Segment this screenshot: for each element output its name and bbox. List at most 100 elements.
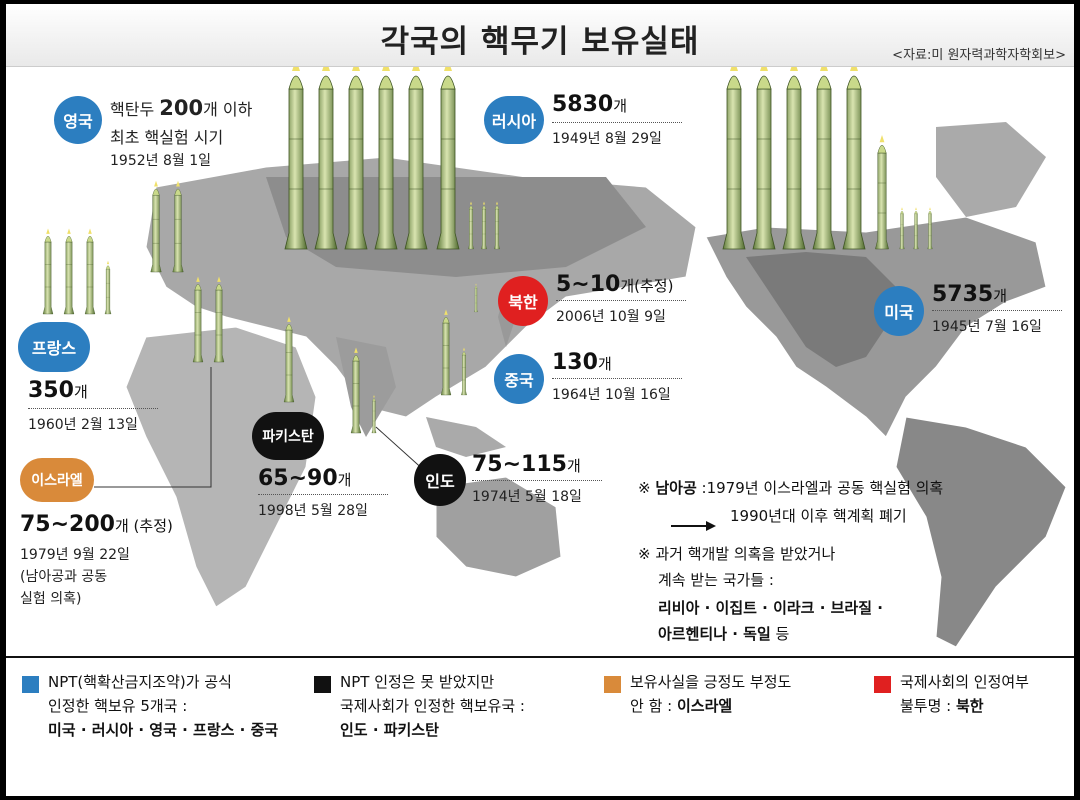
past-note-line3: 리비아 · 이집트 · 이라크 · 브라질 · — [658, 599, 883, 617]
legend-red-line2-prefix: 불투명 : — [900, 697, 956, 715]
northkorea-unit: 개(추정) — [620, 277, 674, 295]
title-bar: 각국의 핵무기 보유실태 <자료:미 원자력과학자학회보> — [6, 4, 1074, 67]
legend-blue-line2: 인정한 핵보유 5개국 : — [48, 697, 188, 715]
israel-note2: 실험 의혹) — [20, 591, 82, 607]
africa-shape — [125, 326, 317, 608]
legend-orange-text: 보유사실을 긍정도 부정도 안 함 : 이스라엘 — [630, 670, 791, 718]
russia-count-line: 5830개 — [552, 92, 627, 117]
badge-israel: 이스라엘 — [20, 458, 94, 502]
northkorea-count: 5~10 — [556, 272, 621, 297]
badge-china: 중국 — [494, 354, 544, 404]
past-line1: 과거 핵개발 의혹을 받았거나 — [655, 545, 836, 563]
china-date: 1964년 10월 16일 — [552, 387, 671, 403]
badge-france: 프랑스 — [18, 322, 90, 372]
usa-date: 1945년 7월 16일 — [932, 319, 1042, 335]
france-date: 1960년 2월 13일 — [28, 417, 138, 433]
legend-black-line2: 국제사회가 인정한 핵보유국 : — [340, 697, 525, 715]
legend-black-text: NPT 인정은 못 받았지만 국제사회가 인정한 핵보유국 : 인도 · 파키스… — [340, 670, 525, 742]
usa-unit: 개 — [993, 287, 1008, 305]
badge-india: 인도 — [414, 454, 466, 506]
pakistan-date: 1998년 5월 28일 — [258, 503, 368, 519]
india-date: 1974년 5월 18일 — [472, 489, 582, 505]
russia-count: 5830 — [552, 92, 614, 117]
china-count: 130 — [552, 350, 598, 375]
south-america-shape — [895, 416, 1067, 648]
world-map — [6, 67, 1074, 656]
india-count: 75~115 — [472, 452, 567, 477]
india-count-line: 75~115개 — [472, 452, 581, 477]
israel-date: 1979년 9월 22일 — [20, 547, 130, 563]
source-note: <자료:미 원자력과학자학회보> — [892, 48, 1066, 63]
india-underline — [472, 480, 602, 481]
northkorea-underline — [556, 300, 686, 301]
badge-northkorea: 북한 — [498, 276, 548, 326]
uk-line1-prefix: 핵탄두 — [110, 100, 160, 119]
china-count-line: 130개 — [552, 350, 612, 375]
legend-blue-text: NPT(핵확산금지조약)가 공식 인정한 핵보유 5개국 : 미국 · 러시아 … — [48, 670, 278, 742]
legend-swatch-black — [314, 676, 331, 693]
northkorea-date: 2006년 10월 9일 — [556, 309, 666, 325]
legend-swatch-red — [874, 676, 891, 693]
france-count: 350 — [28, 378, 74, 403]
australia-shape — [435, 476, 562, 578]
past-note-line4: 아르헨티나 · 독일 등 — [658, 622, 789, 646]
past-line4-bold: 아르헨티나 · 독일 — [658, 625, 771, 643]
south-africa-arrow-note: 1990년대 이후 핵계획 폐기 — [730, 507, 907, 525]
legend-orange-line2-bold: 이스라엘 — [676, 697, 733, 715]
legend-swatch-blue — [22, 676, 39, 693]
badge-pakistan: 파키스탄 — [252, 412, 324, 460]
legend-blue-line3: 미국 · 러시아 · 영국 · 프랑스 · 중국 — [48, 721, 279, 739]
past-note-line1: ※ 과거 핵개발 의혹을 받았거나 — [638, 542, 835, 566]
legend: NPT(핵확산금지조약)가 공식 인정한 핵보유 5개국 : 미국 · 러시아 … — [6, 656, 1074, 796]
india-unit: 개 — [566, 457, 581, 475]
israel-unit: 개 (추정) — [114, 517, 173, 535]
pakistan-count: 65~90 — [258, 466, 338, 491]
legend-red-line1: 국제사회의 인정여부 — [900, 673, 1029, 691]
northkorea-count-line: 5~10개(추정) — [556, 272, 673, 297]
legend-blue-line1: NPT(핵확산금지조약)가 공식 — [48, 673, 232, 691]
sa-text: :1979년 이스라엘과 공동 핵실험 의혹 — [696, 479, 944, 497]
pakistan-count-line: 65~90개 — [258, 466, 351, 491]
legend-red-line2-bold: 북한 — [956, 697, 984, 715]
usa-count: 5735 — [932, 282, 994, 307]
china-underline — [552, 378, 682, 379]
uk-line1: 핵탄두 200개 이하 — [110, 96, 252, 120]
legend-orange-line2-prefix: 안 함 : — [630, 697, 677, 715]
sa-mark: ※ — [638, 479, 651, 497]
france-underline — [28, 408, 158, 409]
china-unit: 개 — [597, 355, 612, 373]
legend-red-line2: 불투명 : 북한 — [900, 694, 1029, 718]
pakistan-unit: 개 — [337, 471, 352, 489]
badge-russia: 러시아 — [484, 96, 544, 144]
uk-count: 200 — [159, 96, 204, 120]
past-line4-rest: 등 — [770, 625, 790, 643]
france-count-line: 350개 — [28, 378, 88, 403]
russia-underline — [552, 122, 682, 123]
legend-orange-line1: 보유사실을 긍정도 부정도 — [630, 673, 792, 691]
usa-underline — [932, 310, 1062, 311]
uk-date: 1952년 8월 1일 — [110, 153, 211, 169]
page-title: 각국의 핵무기 보유실태 — [380, 24, 700, 60]
uk-line2: 최초 핵실험 시기 — [110, 128, 224, 147]
russia-date: 1949년 8월 29일 — [552, 131, 662, 147]
israel-note1: (남아공과 공동 — [20, 569, 108, 585]
legend-black-line3: 인도 · 파키스탄 — [340, 721, 439, 739]
infographic-frame: 각국의 핵무기 보유실태 <자료:미 원자력과학자학회보> — [6, 4, 1074, 796]
legend-orange-line2: 안 함 : 이스라엘 — [630, 694, 791, 718]
usa-count-line: 5735개 — [932, 282, 1007, 307]
israel-count: 75~200 — [20, 512, 115, 537]
france-unit: 개 — [73, 383, 88, 401]
south-africa-note: ※ 남아공 :1979년 이스라엘과 공동 핵실험 의혹 — [638, 476, 943, 500]
badge-usa: 미국 — [874, 286, 924, 336]
legend-red-text: 국제사회의 인정여부 불투명 : 북한 — [900, 670, 1029, 718]
past-note-line2: 계속 받는 국가들 : — [658, 571, 774, 589]
uk-line1-suffix: 개 이하 — [203, 100, 253, 119]
sa-label: 남아공 — [655, 479, 697, 497]
past-mark: ※ — [638, 545, 651, 563]
legend-black-line1: NPT 인정은 못 받았지만 — [340, 673, 495, 691]
israel-count-line: 75~200개 (추정) — [20, 512, 173, 537]
russia-unit: 개 — [613, 97, 628, 115]
pakistan-underline — [258, 494, 388, 495]
badge-uk: 영국 — [54, 96, 102, 144]
legend-swatch-orange — [604, 676, 621, 693]
